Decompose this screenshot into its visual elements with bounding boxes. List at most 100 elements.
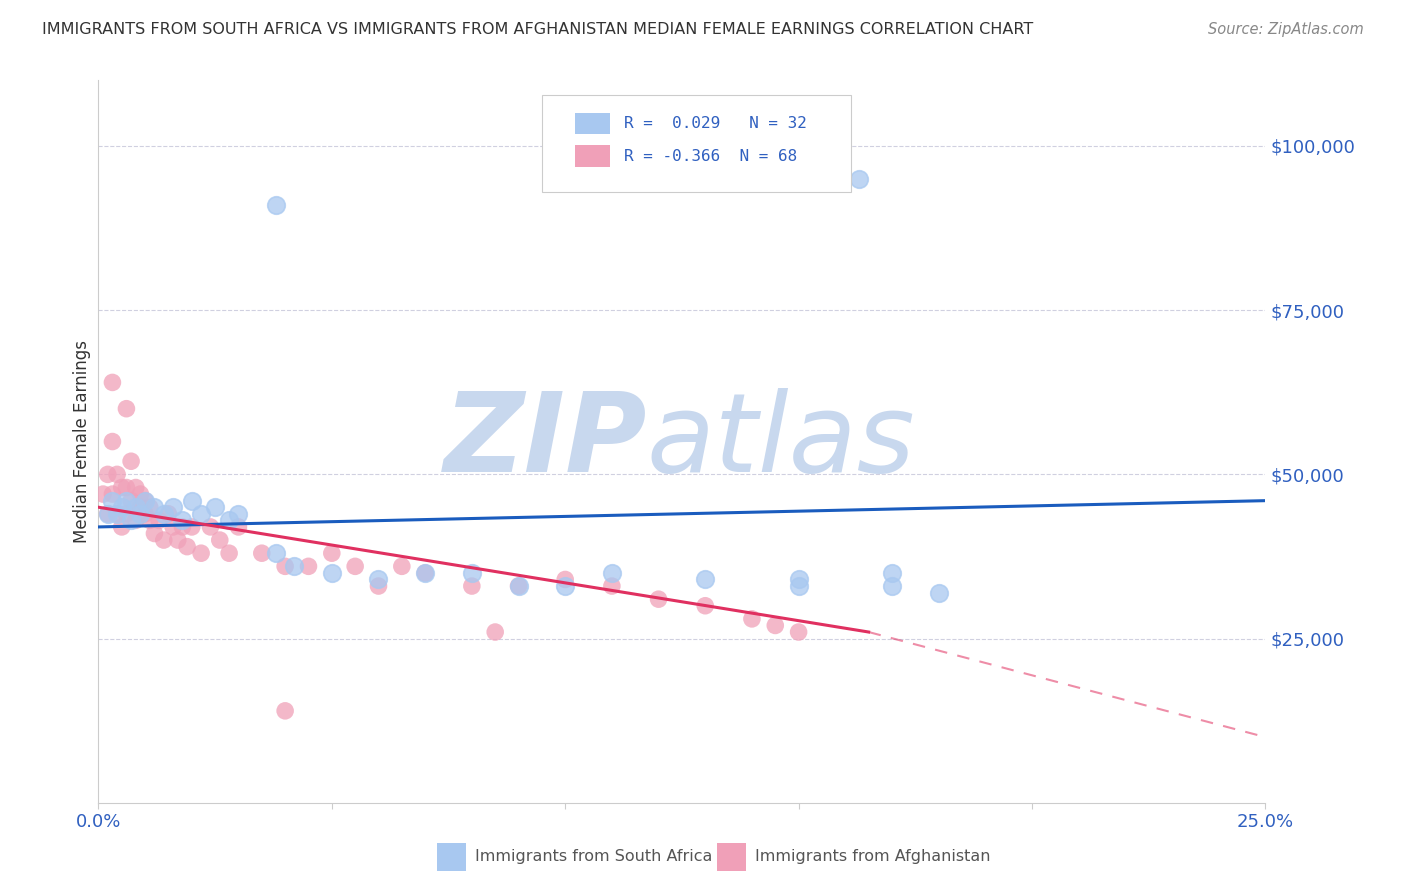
Point bbox=[695, 573, 717, 587]
Text: R = -0.366  N = 68: R = -0.366 N = 68 bbox=[624, 149, 797, 163]
Point bbox=[695, 599, 717, 613]
Point bbox=[115, 401, 138, 416]
Point bbox=[134, 507, 156, 521]
Point bbox=[484, 625, 506, 640]
Point bbox=[228, 520, 250, 534]
Point bbox=[880, 579, 903, 593]
Point bbox=[250, 546, 273, 560]
Point bbox=[166, 533, 188, 547]
Point bbox=[508, 579, 530, 593]
Point bbox=[218, 513, 240, 527]
Point bbox=[97, 507, 120, 521]
Point bbox=[120, 454, 142, 468]
Text: atlas: atlas bbox=[647, 388, 915, 495]
Point bbox=[139, 513, 162, 527]
Point bbox=[172, 513, 194, 527]
Point bbox=[180, 493, 202, 508]
Point bbox=[120, 493, 142, 508]
Point bbox=[180, 520, 202, 534]
Point bbox=[647, 592, 669, 607]
Point bbox=[848, 171, 870, 186]
Point bbox=[129, 500, 152, 515]
Point bbox=[321, 546, 343, 560]
Point bbox=[101, 434, 124, 449]
Point bbox=[105, 467, 128, 482]
Bar bbox=[575, 112, 610, 135]
Point bbox=[297, 559, 319, 574]
Point bbox=[143, 526, 166, 541]
Point bbox=[367, 579, 389, 593]
Point bbox=[928, 585, 950, 599]
Point bbox=[129, 487, 152, 501]
Point bbox=[115, 493, 138, 508]
Point bbox=[787, 573, 810, 587]
Point bbox=[111, 481, 134, 495]
Point bbox=[134, 493, 156, 508]
Point bbox=[129, 507, 152, 521]
Point bbox=[115, 481, 138, 495]
Point bbox=[176, 540, 198, 554]
Point bbox=[115, 507, 138, 521]
Point bbox=[162, 520, 184, 534]
Point bbox=[461, 566, 484, 580]
Point bbox=[105, 507, 128, 521]
Point bbox=[143, 500, 166, 515]
Point bbox=[508, 579, 530, 593]
Point bbox=[101, 376, 124, 390]
Point bbox=[125, 513, 148, 527]
Point bbox=[97, 507, 120, 521]
Point bbox=[274, 704, 297, 718]
Text: ZIP: ZIP bbox=[443, 388, 647, 495]
Point bbox=[218, 546, 240, 560]
Point bbox=[321, 566, 343, 580]
Point bbox=[152, 507, 174, 521]
Point bbox=[172, 520, 194, 534]
Point bbox=[264, 198, 287, 212]
Y-axis label: Median Female Earnings: Median Female Earnings bbox=[73, 340, 91, 543]
Point bbox=[148, 513, 170, 527]
Point bbox=[787, 625, 810, 640]
Point bbox=[413, 566, 436, 580]
Point bbox=[101, 487, 124, 501]
Point bbox=[111, 500, 134, 515]
Point bbox=[741, 612, 763, 626]
Point bbox=[208, 533, 231, 547]
Point bbox=[413, 566, 436, 580]
Text: Source: ZipAtlas.com: Source: ZipAtlas.com bbox=[1208, 22, 1364, 37]
Point bbox=[600, 579, 623, 593]
Point bbox=[204, 500, 226, 515]
Point bbox=[461, 579, 484, 593]
Point bbox=[134, 493, 156, 508]
Point bbox=[97, 467, 120, 482]
Text: R =  0.029   N = 32: R = 0.029 N = 32 bbox=[624, 116, 807, 131]
Point bbox=[162, 500, 184, 515]
Point bbox=[190, 546, 212, 560]
Point bbox=[120, 513, 142, 527]
Point bbox=[139, 500, 162, 515]
Point bbox=[125, 500, 148, 515]
Point bbox=[391, 559, 413, 574]
Point bbox=[763, 618, 786, 632]
Point bbox=[190, 507, 212, 521]
Point bbox=[228, 507, 250, 521]
Text: IMMIGRANTS FROM SOUTH AFRICA VS IMMIGRANTS FROM AFGHANISTAN MEDIAN FEMALE EARNIN: IMMIGRANTS FROM SOUTH AFRICA VS IMMIGRAN… bbox=[42, 22, 1033, 37]
Text: Immigrants from South Africa: Immigrants from South Africa bbox=[475, 849, 713, 864]
Point bbox=[157, 507, 180, 521]
Point bbox=[152, 533, 174, 547]
Point bbox=[200, 520, 222, 534]
FancyBboxPatch shape bbox=[541, 95, 851, 193]
Bar bbox=[575, 145, 610, 167]
Point bbox=[111, 520, 134, 534]
Text: Immigrants from Afghanistan: Immigrants from Afghanistan bbox=[755, 849, 991, 864]
Bar bbox=[437, 843, 465, 871]
Point bbox=[274, 559, 297, 574]
Point bbox=[91, 487, 114, 501]
Point bbox=[554, 573, 576, 587]
Point bbox=[367, 573, 389, 587]
Point bbox=[554, 579, 576, 593]
Point bbox=[264, 546, 287, 560]
Point bbox=[101, 493, 124, 508]
Bar bbox=[717, 843, 747, 871]
Point bbox=[105, 507, 128, 521]
Point bbox=[283, 559, 305, 574]
